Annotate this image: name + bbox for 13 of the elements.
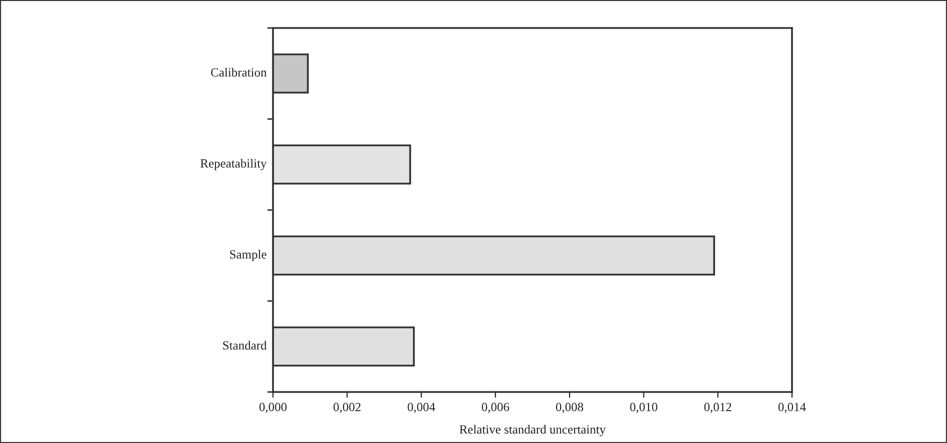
x-axis-title: Relative standard uncertainty [460, 424, 606, 436]
y-tick-label: Repeatability [200, 158, 267, 170]
x-tick-label: 0,000 [259, 402, 287, 414]
x-tick-label: 0,002 [334, 402, 361, 414]
x-tick-label: 0,014 [778, 402, 806, 414]
x-tick-label: 0,006 [482, 402, 510, 414]
x-tick-label: 0,008 [556, 402, 584, 414]
y-tick-label: Calibration [211, 68, 267, 77]
y-tick-label: Standard [223, 340, 267, 350]
y-tick-label: Sample [230, 250, 266, 262]
x-tick-label: 0,012 [704, 402, 732, 414]
x-tick-label: 0,004 [408, 402, 436, 414]
x-tick-label: 0,010 [630, 402, 658, 414]
